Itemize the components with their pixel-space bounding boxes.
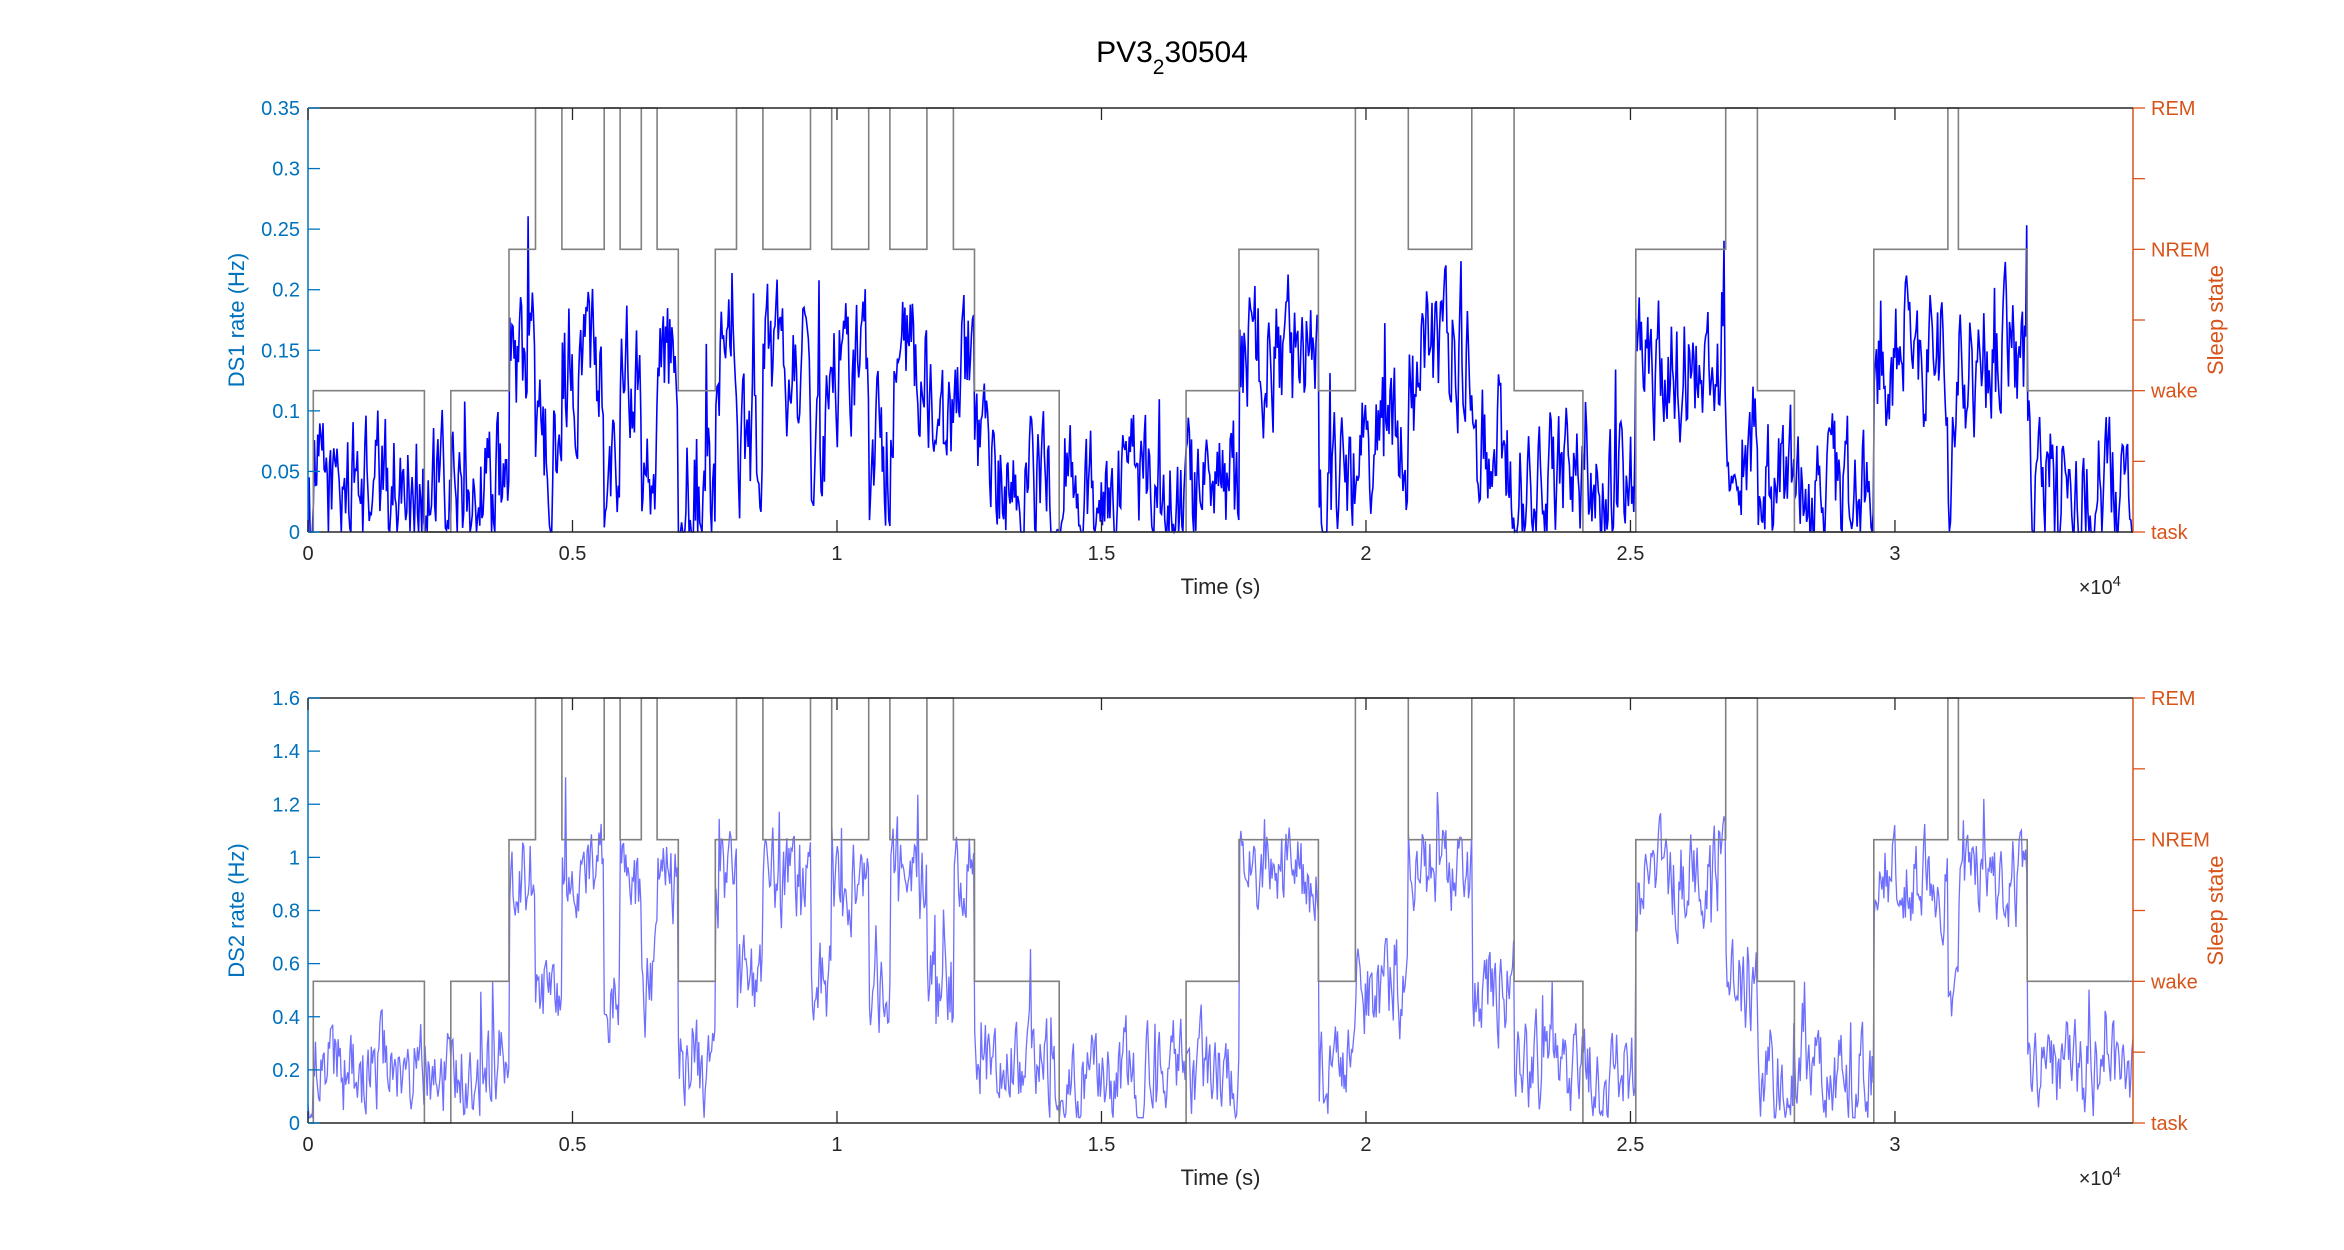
y-left-axis-label: DS1 rate (Hz) (224, 253, 249, 387)
y-left-tick-label: 0.4 (272, 1007, 300, 1029)
plot-ds1: 0 0.5 1 1.5 2 2.5 3 0 0.05 0.1 0.15 0.2 0.25 0.3 0.35 t… (224, 98, 2228, 599)
y-right-tick-label: wake (2150, 971, 2198, 993)
y-left-tick-label: 0 (289, 1113, 300, 1135)
y-left-tick-label: 0.6 (272, 954, 300, 976)
x-tick-label: 0 (302, 1134, 313, 1156)
y-left-tick-label: 1.4 (272, 741, 300, 763)
x-tick-label: 1.5 (1088, 543, 1116, 565)
y-right-tick-label: NREM (2151, 239, 2210, 261)
x-tick-label: 2 (1360, 543, 1371, 565)
y-left-tick-label: 0.35 (261, 98, 300, 120)
plot-ds2: 0 0.5 1 1.5 2 2.5 3 0 0.2 0.4 0.6 0.8 1 1.2 1.4 1.6 task… (224, 688, 2228, 1190)
x-tick-label: 3 (1889, 1134, 1900, 1156)
y-left-tick-label: 0.15 (261, 340, 300, 362)
x-tick-label: 0.5 (559, 543, 587, 565)
y-left-tick-label: 0.8 (272, 901, 300, 923)
y-left-tick-label: 0.3 (272, 159, 300, 181)
x-tick-label: 1.5 (1088, 1134, 1116, 1156)
y-right-tick-label: wake (2150, 381, 2198, 403)
y-right-tick-label: NREM (2151, 830, 2210, 852)
x-tick-label: 2 (1360, 1134, 1371, 1156)
x-tick-label: 3 (1889, 543, 1900, 565)
y-left-tick-label: 0.1 (272, 401, 300, 423)
rate-trace (307, 777, 2134, 1120)
figure-title: PV3230504 (1096, 36, 1248, 79)
rate-trace (307, 216, 2133, 535)
x-exponent-label: ×104 (2079, 1164, 2121, 1191)
y-right-axis-label: Sleep state (2203, 265, 2228, 375)
y-right-tick-label: task (2151, 522, 2189, 544)
y-left-tick-label: 1.2 (272, 794, 300, 816)
y-left-tick-label: 1.6 (272, 688, 300, 710)
y-left-tick-label: 0.05 (261, 461, 300, 483)
y-left-tick-label: 0.25 (261, 219, 300, 241)
x-axis-label: Time (s) (1181, 1165, 1261, 1190)
x-tick-label: 2.5 (1617, 543, 1645, 565)
y-right-tick-label: REM (2151, 98, 2195, 120)
y-right-tick-label: REM (2151, 688, 2195, 710)
y-right-axis-label: Sleep state (2203, 855, 2228, 965)
y-left-tick-label: 0.2 (272, 1060, 300, 1082)
y-left-tick-label: 1 (289, 847, 300, 869)
x-tick-label: 2.5 (1617, 1134, 1645, 1156)
x-axis-label: Time (s) (1181, 574, 1261, 599)
y-left-tick-label: 0.2 (272, 280, 300, 302)
y-left-tick-label: 0 (289, 522, 300, 544)
x-exponent-label: ×104 (2079, 573, 2121, 600)
x-tick-label: 1 (831, 543, 842, 565)
x-tick-label: 0.5 (559, 1134, 587, 1156)
x-tick-label: 0 (302, 543, 313, 565)
x-tick-label: 1 (831, 1134, 842, 1156)
y-right-tick-label: task (2151, 1113, 2189, 1135)
y-left-axis-label: DS2 rate (Hz) (224, 843, 249, 977)
